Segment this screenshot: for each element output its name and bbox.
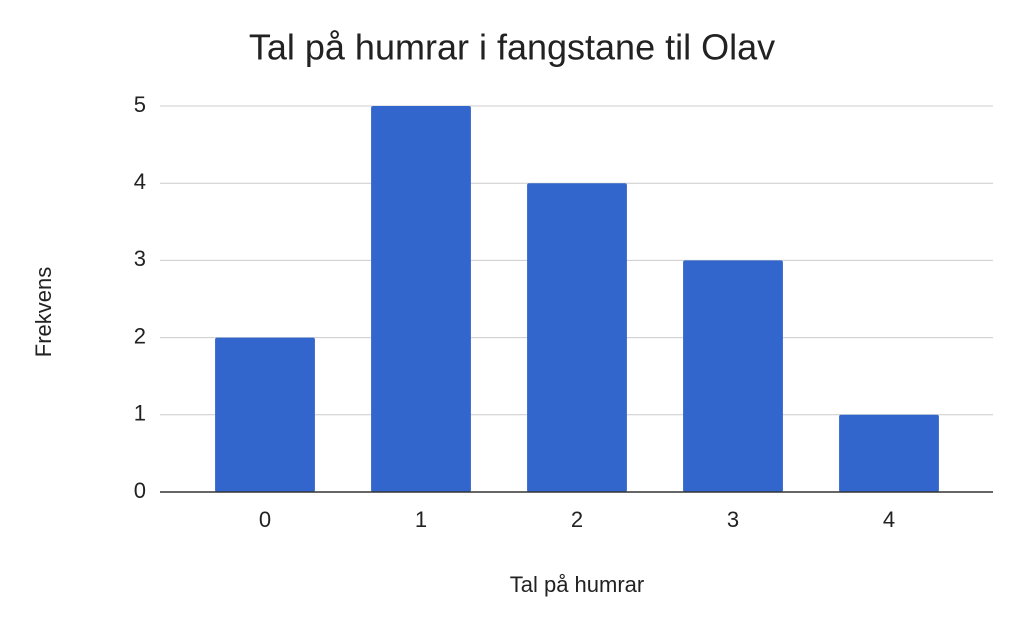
y-tick-label: 5 <box>134 92 146 117</box>
y-tick-label: 0 <box>134 478 146 503</box>
y-tick-label: 2 <box>134 323 146 348</box>
x-tick-label: 4 <box>883 507 895 532</box>
y-axis-title: Frekvens <box>31 267 56 357</box>
bar <box>683 260 783 492</box>
x-tick-label: 0 <box>259 507 271 532</box>
bar <box>527 183 627 492</box>
x-tick-label: 3 <box>727 507 739 532</box>
y-tick-label: 1 <box>134 401 146 426</box>
bar <box>371 106 471 492</box>
bar <box>215 337 315 492</box>
bar <box>839 414 939 492</box>
x-tick-label: 2 <box>571 507 583 532</box>
chart-title: Tal på humrar i fangstane til Olav <box>249 27 775 68</box>
y-tick-label: 4 <box>134 169 146 194</box>
y-tick-label: 3 <box>134 246 146 271</box>
x-tick-label: 1 <box>415 507 427 532</box>
x-axis-title: Tal på humrar <box>510 572 645 597</box>
